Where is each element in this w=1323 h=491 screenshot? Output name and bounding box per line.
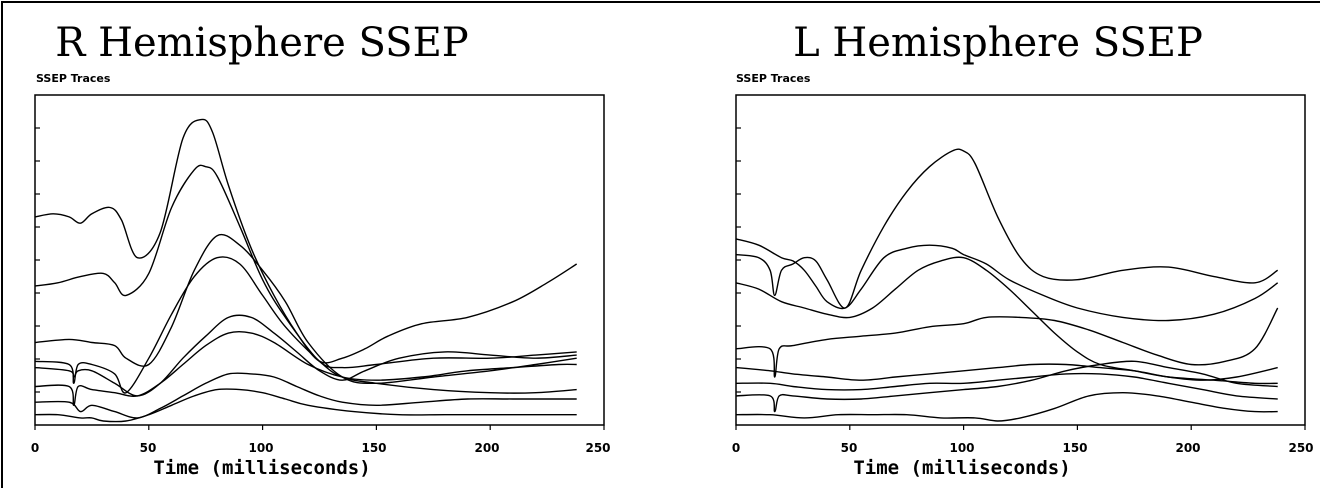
- x-tick-labels: 0 50 100 150 200 250: [732, 441, 1314, 455]
- x-tick-labels: 0 50 100 150 200 250: [31, 441, 611, 455]
- x-tick-label: 0: [31, 441, 39, 455]
- series-line-8: [34, 388, 577, 423]
- series-line-1: [34, 118, 578, 364]
- x-axis-label: Time (milliseconds): [853, 457, 1070, 479]
- x-tick-label: 100: [949, 441, 974, 455]
- series-line-5: [735, 363, 1278, 381]
- x-tick-label: 250: [585, 441, 610, 455]
- series-line-3: [34, 233, 577, 385]
- x-tick-label: 0: [732, 441, 740, 455]
- chart-l-hemisphere: L Hemisphere SSEP SSEP Traces 0 50 100 1…: [732, 20, 1314, 479]
- chart-title: R Hemisphere SSEP: [55, 20, 468, 66]
- tick-marks: [34, 127, 605, 430]
- x-tick-label: 50: [841, 441, 858, 455]
- series-line-5: [34, 314, 577, 397]
- series-line-7: [735, 360, 1278, 413]
- x-tick-label: 200: [1175, 441, 1200, 455]
- series-line-7: [34, 372, 577, 419]
- series-line-4: [34, 256, 577, 394]
- series-line-6: [735, 372, 1278, 400]
- series-line-2: [735, 238, 1279, 322]
- series-line-1: [735, 148, 1279, 309]
- x-tick-label: 100: [248, 441, 273, 455]
- plot-area: [34, 94, 605, 426]
- plot-area: [735, 94, 1306, 426]
- series-line-6: [34, 331, 577, 406]
- x-tick-label: 200: [474, 441, 499, 455]
- x-tick-label: 150: [361, 441, 386, 455]
- series-group: [735, 148, 1279, 422]
- tick-marks: [735, 127, 1306, 430]
- series-line-8: [735, 392, 1278, 422]
- x-tick-label: 150: [1062, 441, 1087, 455]
- chart-subtitle: SSEP Traces: [736, 72, 811, 85]
- series-line-2: [34, 164, 577, 369]
- chart-r-hemisphere: R Hemisphere SSEP SSEP Traces 0 50 100 1…: [31, 20, 611, 479]
- chart-title: L Hemisphere SSEP: [793, 20, 1203, 66]
- series-group: [34, 118, 578, 423]
- x-tick-label: 250: [1288, 441, 1313, 455]
- x-tick-label: 50: [140, 441, 157, 455]
- chart-subtitle: SSEP Traces: [36, 72, 111, 85]
- x-axis-label: Time (milliseconds): [153, 457, 370, 479]
- series-line-4: [735, 307, 1279, 378]
